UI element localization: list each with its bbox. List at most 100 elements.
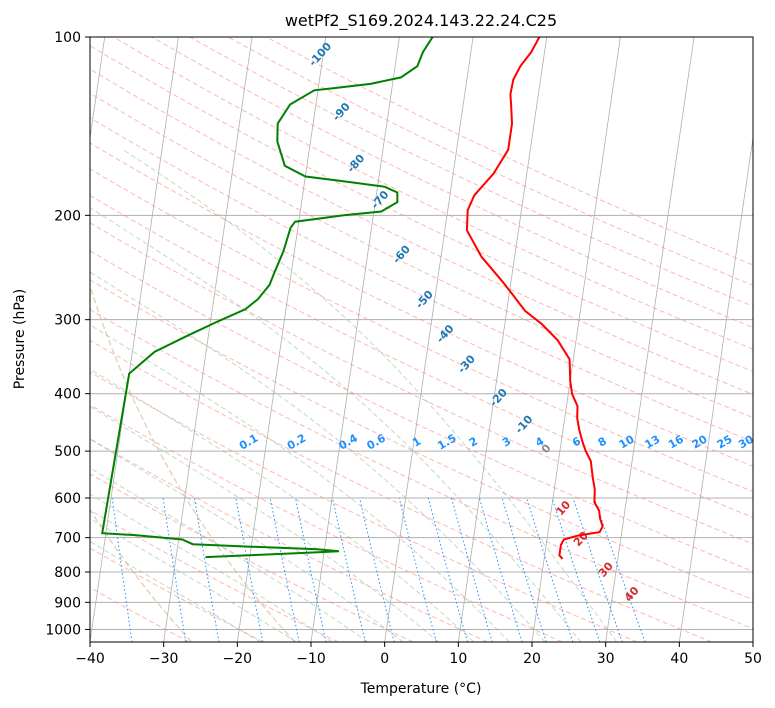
- mixing-ratio-line: [551, 497, 601, 642]
- mixing-ratio-label: 0.4: [337, 431, 361, 452]
- y-tick-label: 800: [54, 565, 81, 581]
- isotherm-line: [310, 37, 400, 642]
- x-tick-label: 50: [744, 651, 762, 667]
- mixing-ratio-line: [572, 497, 623, 642]
- mixing-ratio-line: [451, 497, 493, 642]
- mixing-ratio-line: [295, 497, 327, 642]
- dry-adiabat-line: [90, 509, 339, 642]
- reference-curve: [90, 508, 193, 642]
- dry-adiabat-line: [90, 222, 753, 545]
- y-tick-label: 600: [54, 491, 81, 507]
- moist-adiabat-line: [90, 540, 261, 642]
- y-tick-label: 100: [54, 30, 81, 46]
- isotherm-line: [384, 37, 474, 642]
- x-tick-label: 0: [380, 651, 389, 667]
- profiles: [101, 37, 604, 560]
- y-tick-label: 900: [54, 595, 81, 611]
- moist-adiabat-line: [90, 271, 546, 642]
- isotherm-line: [531, 37, 621, 642]
- dry-adiabat-line: [90, 92, 753, 419]
- dry-adiabat-label: -40: [434, 322, 457, 346]
- y-axis-label: Pressure (hPa): [12, 289, 28, 389]
- dry-adiabat-line: [90, 547, 264, 642]
- y-tick-label: 1000: [45, 622, 81, 638]
- dry-adiabat-label: -60: [390, 243, 413, 267]
- moist-adiabat-line: [90, 493, 333, 642]
- x-tick-label: −10: [296, 651, 326, 667]
- moist-adiabat-line: [90, 324, 510, 642]
- isotherm-line: [678, 135, 753, 642]
- mixing-ratio-label: 8: [596, 435, 609, 450]
- dry-adiabat-label: -20: [487, 386, 510, 410]
- temperature-profile: [465, 37, 604, 560]
- dry-adiabat-line: [90, 250, 753, 572]
- dry-adiabat-line: [90, 473, 414, 642]
- dry-adiabat-label: -50: [413, 288, 436, 312]
- y-tick-label: 200: [54, 208, 81, 224]
- dry-adiabat-line: [90, 117, 753, 443]
- dry-adiabat-label: -30: [455, 352, 478, 376]
- isotherm-line: [236, 37, 327, 642]
- plot-frame: [89, 36, 754, 643]
- theta-e-label: 40: [622, 584, 642, 604]
- moist-adiabat-line: [90, 438, 404, 642]
- mixing-ratio-line: [501, 497, 547, 642]
- isotherm-line: [90, 37, 179, 642]
- mixing-ratio-label: 0.1: [237, 432, 260, 453]
- mixing-ratio-line: [593, 497, 646, 642]
- background-lines: [90, 37, 753, 642]
- mixing-ratio-line: [359, 497, 395, 642]
- dry-adiabat-label: -80: [344, 152, 367, 176]
- moist-adiabat-line: [90, 467, 368, 642]
- y-tick-label: 500: [54, 444, 81, 460]
- y-tick-label: 700: [54, 531, 81, 547]
- mixing-ratio-label: 3: [500, 435, 513, 450]
- dry-adiabat-line: [90, 279, 753, 601]
- dry-adiabat-line: [266, 37, 753, 266]
- mixing-ratio-label: 13: [643, 433, 663, 452]
- mixing-ratio-label: 16: [666, 432, 686, 451]
- isotherm-line: [605, 37, 695, 642]
- mixing-ratio-label: 2: [467, 435, 480, 450]
- mixing-ratio-line: [398, 497, 437, 642]
- x-axis-label: Temperature (°C): [360, 681, 482, 697]
- dry-adiabat-line: [90, 168, 753, 493]
- dry-adiabat-line: [90, 68, 753, 395]
- dry-adiabat-line: [227, 37, 753, 286]
- x-axis: −40 −30 −20 −10 0 10 20 30 40 50: [75, 642, 762, 667]
- y-tick-label: 400: [54, 387, 81, 403]
- isotherm-line: [163, 37, 253, 642]
- theta-e-label: 20: [571, 529, 591, 549]
- dry-adiabat-label: -100: [306, 40, 334, 69]
- isotherm-line: [752, 639, 753, 642]
- dry-adiabat-line: [113, 37, 753, 350]
- chart-title: wetPf2_S169.2024.143.22.24.C25: [285, 11, 557, 31]
- x-tick-label: 10: [449, 651, 467, 667]
- isotherm-line: [457, 37, 548, 642]
- dry-adiabat-line: [90, 45, 753, 373]
- dry-adiabat-line: [90, 586, 190, 642]
- x-tick-label: −30: [149, 651, 179, 667]
- mixing-ratio-line: [427, 497, 468, 642]
- moist-adiabat-line: [123, 149, 618, 642]
- moist-adiabat-line: [90, 207, 582, 642]
- x-tick-label: 30: [597, 651, 615, 667]
- theta-e-label: 10: [553, 498, 573, 518]
- mixing-ratio-line: [331, 497, 366, 642]
- mixing-ratio-line: [194, 497, 220, 642]
- dewpoint-profile: [101, 37, 434, 559]
- moist-adiabat-line: [90, 368, 475, 642]
- mixing-ratio-label: 20: [690, 432, 710, 451]
- mixing-ratio-label: 0.6: [364, 431, 388, 452]
- mixing-ratio-label: 36: [760, 432, 775, 451]
- y-tick-label: 300: [54, 313, 81, 329]
- dry-adiabat-line: [90, 438, 488, 642]
- dry-adiabat-label: -90: [330, 100, 353, 124]
- mixing-ratio-line: [269, 497, 300, 642]
- isotherm-line: [90, 37, 106, 141]
- x-tick-label: −40: [75, 651, 105, 667]
- x-tick-label: 40: [670, 651, 688, 667]
- mixing-ratio-label: 1: [410, 435, 423, 450]
- moist-adiabat-line: [90, 517, 297, 642]
